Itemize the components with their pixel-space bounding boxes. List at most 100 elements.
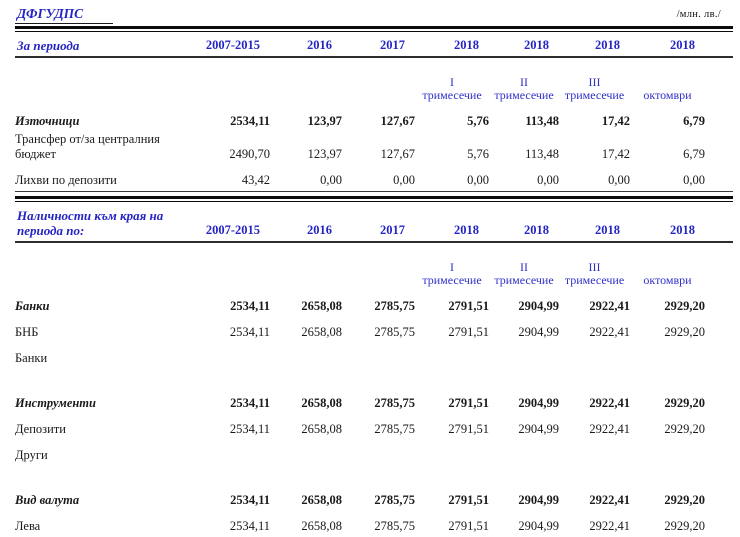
value-cell: 0,00 bbox=[270, 165, 342, 192]
value-cell: 2658,08 bbox=[301, 325, 342, 339]
report-page: ДФГУДПС /млн. лв./ За периода 2007-2015 20… bbox=[15, 6, 733, 533]
value-cell: 2904,99 bbox=[518, 299, 559, 313]
subheader-numeral: III bbox=[588, 75, 601, 89]
value-cell bbox=[342, 343, 415, 369]
year-header: 2018 bbox=[415, 208, 489, 243]
value-cell: 2658,08 bbox=[301, 422, 342, 436]
spacer-cell bbox=[705, 57, 733, 106]
value-cell: 2929,20 bbox=[664, 422, 705, 436]
table-row: Източници 2534,11 123,97 127,67 5,76 113,48 17… bbox=[15, 106, 733, 132]
value-cell: 0,00 bbox=[342, 165, 415, 192]
row-label: Източници bbox=[15, 114, 80, 128]
quarter-subheader: октомври bbox=[630, 57, 705, 106]
value-cell: 2904,99 bbox=[518, 519, 559, 533]
year-header: 2018 bbox=[559, 208, 630, 243]
subheader-numeral bbox=[342, 89, 415, 102]
row-label: Лихви по депозити bbox=[15, 165, 185, 192]
spacer-cell bbox=[705, 343, 733, 369]
quarter-subheader bbox=[342, 57, 415, 106]
spacer-cell bbox=[705, 317, 733, 343]
value-cell bbox=[630, 440, 705, 466]
value-cell: 113,48 bbox=[525, 114, 559, 128]
value-cell: 2791,51 bbox=[448, 493, 489, 507]
value-cell: 2658,08 bbox=[301, 396, 342, 410]
value-cell bbox=[270, 440, 342, 466]
row-label: Депозити bbox=[15, 422, 66, 436]
subheader-numeral bbox=[342, 274, 415, 287]
value-cell: 2534,11 bbox=[229, 325, 270, 339]
subheader-text: тримесечие bbox=[422, 88, 482, 102]
quarter-subheader: III тримесечие bbox=[559, 57, 630, 106]
spacer-cell bbox=[705, 291, 733, 317]
quarter-subheader bbox=[270, 57, 342, 106]
value-cell bbox=[489, 343, 559, 369]
year-header: 2016 bbox=[270, 208, 342, 243]
value-cell: 2929,20 bbox=[664, 396, 705, 410]
doc-title: ДФГУДПС bbox=[15, 6, 114, 24]
quarter-subheader: II тримесечие bbox=[489, 242, 559, 291]
period-table: За периода 2007-2015 2016 2017 2018 2018 2018 2… bbox=[15, 38, 733, 192]
value-cell: 123,97 bbox=[307, 114, 342, 128]
value-cell: 2658,08 bbox=[301, 519, 342, 533]
spacer-cell bbox=[705, 414, 733, 440]
value-cell: 2791,51 bbox=[448, 299, 489, 313]
value-cell: 2922,41 bbox=[589, 493, 630, 507]
subheader-numeral bbox=[185, 274, 270, 287]
value-cell: 2929,20 bbox=[664, 325, 705, 339]
value-cell: 6,79 bbox=[683, 114, 705, 128]
value-cell bbox=[489, 440, 559, 466]
year-header: 2007-2015 bbox=[185, 38, 270, 58]
subheader-numeral: I bbox=[450, 75, 454, 89]
value-cell bbox=[342, 440, 415, 466]
subheader-numeral: I bbox=[450, 260, 454, 274]
subheader-text: тримесечие bbox=[494, 273, 554, 287]
table-row: Инструменти 2534,11 2658,08 2785,75 2791,51 2… bbox=[15, 388, 733, 414]
table-row: Други bbox=[15, 440, 733, 466]
row-label: Лева bbox=[15, 519, 41, 533]
title-bar: ДФГУДПС /млн. лв./ bbox=[15, 6, 733, 24]
value-cell: 2929,20 bbox=[664, 493, 705, 507]
value-cell: 2922,41 bbox=[589, 325, 630, 339]
value-cell: 2929,20 bbox=[664, 299, 705, 313]
row-label: Вид валута bbox=[15, 493, 80, 507]
quarter-subheader bbox=[185, 242, 270, 291]
value-cell: 2791,51 bbox=[448, 519, 489, 533]
spacer-cell bbox=[705, 388, 733, 414]
value-cell: 127,67 bbox=[380, 114, 415, 128]
value-cell: 2785,75 bbox=[374, 422, 415, 436]
row-label: Трансфер от/за централния бюджет bbox=[15, 132, 160, 161]
table-row: Трансфер от/за централния бюджет 2490,70 1… bbox=[15, 132, 733, 165]
year-header: 2017 bbox=[342, 38, 415, 58]
subheader-numeral: II bbox=[520, 75, 528, 89]
group-gap bbox=[15, 466, 733, 485]
value-cell: 2534,11 bbox=[229, 422, 270, 436]
subheader-text: тримесечие bbox=[564, 273, 625, 287]
quarter-subheader: октомври bbox=[630, 242, 705, 291]
value-cell: 2534,11 bbox=[230, 299, 270, 313]
value-cell: 17,42 bbox=[601, 147, 630, 161]
table-row: БНБ 2534,11 2658,08 2785,75 2791,51 2904,99 29… bbox=[15, 317, 733, 343]
value-cell: 17,42 bbox=[601, 114, 630, 128]
value-cell: 2904,99 bbox=[518, 422, 559, 436]
value-cell: 123,97 bbox=[307, 147, 342, 161]
spacer-cell bbox=[15, 242, 185, 291]
value-cell: 2534,11 bbox=[230, 493, 270, 507]
spacer-cell bbox=[705, 440, 733, 466]
value-cell: 2922,41 bbox=[589, 422, 630, 436]
value-cell: 2904,99 bbox=[518, 325, 559, 339]
value-cell bbox=[630, 343, 705, 369]
value-cell: 2922,41 bbox=[589, 519, 630, 533]
value-cell: 113,48 bbox=[525, 147, 559, 161]
value-cell bbox=[559, 343, 630, 369]
spacer-cell bbox=[705, 132, 733, 165]
section-label: За периода bbox=[15, 38, 185, 58]
unit-label: /млн. лв./ bbox=[676, 9, 721, 20]
year-header: 2016 bbox=[270, 38, 342, 58]
value-cell: 127,67 bbox=[380, 147, 415, 161]
value-cell: 2791,51 bbox=[448, 396, 489, 410]
quarter-subheader bbox=[185, 57, 270, 106]
spacer-cell bbox=[705, 511, 733, 537]
year-header: 2007-2015 bbox=[185, 208, 270, 243]
